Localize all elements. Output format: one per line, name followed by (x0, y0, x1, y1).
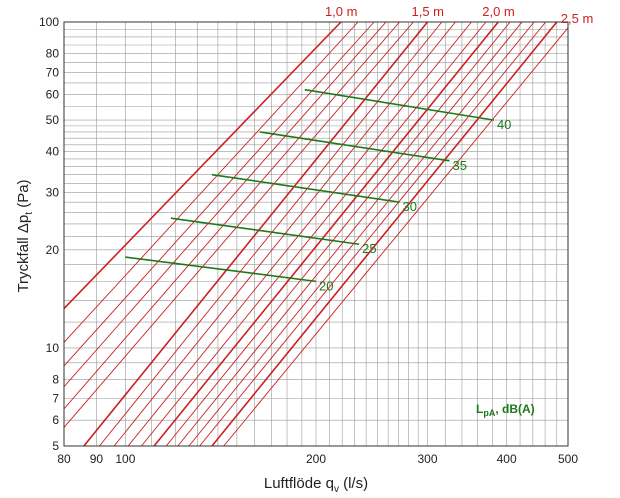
x-tick-label: 500 (558, 452, 578, 466)
duct-length-line-thin (63, 21, 359, 343)
duct-length-line-thin (223, 27, 569, 447)
duct-length-line-thin (63, 21, 387, 388)
duct-length-line-thin (188, 21, 535, 447)
duct-length-line-thin (199, 21, 547, 447)
duct-length-label: 2,0 m (482, 4, 515, 19)
duct-length-label: 2,5 m (561, 11, 594, 26)
duct-length-line-thin (177, 21, 523, 447)
y-tick-label: 8 (52, 372, 59, 386)
plot-frame (63, 21, 569, 447)
sound-level-line (259, 131, 450, 162)
duct-length-line-thin (141, 21, 487, 447)
y-tick-label: 7 (52, 391, 59, 405)
sound-level-line (125, 256, 317, 283)
sound-level-legend: LpA, dB(A) (476, 402, 535, 418)
sound-level-label: 35 (453, 158, 467, 173)
duct-length-line-thin (63, 21, 375, 367)
duct-length-line (211, 21, 558, 447)
y-tick-label: 100 (39, 15, 59, 29)
sound-level-label: 30 (403, 199, 417, 214)
y-tick-label: 80 (46, 47, 60, 61)
sound-level-label: 40 (497, 117, 511, 132)
y-tick-label: 6 (52, 413, 59, 427)
sound-level-line (211, 173, 400, 203)
x-axis-title: Luftflöde qv (l/s) (264, 475, 368, 495)
y-tick-label: 30 (46, 185, 60, 199)
x-tick-label: 200 (306, 452, 326, 466)
sound-level-line (304, 88, 495, 121)
x-tick-label: 300 (417, 452, 437, 466)
y-tick-label: 5 (52, 439, 59, 453)
x-tick-label: 100 (115, 452, 135, 466)
duct-length-label: 1,5 m (412, 4, 445, 19)
sound-level-label: 20 (319, 278, 333, 293)
sound-lines-red (63, 21, 569, 447)
y-tick-label: 60 (46, 87, 60, 101)
sound-level-label: 25 (362, 241, 376, 256)
x-tick-label: 400 (497, 452, 517, 466)
line-labels: 1,0 m 1,5 m 2,0 m 2,5 m 20 25 30 35 40 (319, 4, 593, 293)
y-tick-label: 20 (46, 243, 60, 257)
sound-level-line (170, 217, 360, 246)
y-tick-label: 40 (46, 145, 60, 159)
duct-length-line-thin (127, 21, 472, 447)
duct-length-line-thin (63, 21, 414, 428)
duct-length-line (153, 21, 499, 447)
duct-length-line (63, 21, 342, 310)
x-tick-label: 90 (90, 452, 104, 466)
y-tick-label: 50 (46, 113, 60, 127)
duct-length-line-thin (99, 21, 443, 447)
duct-length-label: 1,0 m (325, 4, 358, 19)
y-tick-label: 70 (46, 65, 60, 79)
sound-level-lines-green (125, 88, 495, 283)
y-tick-label: 10 (46, 341, 60, 355)
y-axis-title: Tryckfall Δpt (Pa) (15, 179, 35, 292)
tick-labels: 80 90 100 200 300 400 500 5 6 7 8 10 20 30 40 50 60 70 80 1… (39, 15, 578, 466)
duct-length-line-thin (165, 21, 511, 447)
duct-length-line (83, 21, 429, 447)
grid (63, 21, 569, 447)
x-tick-label: 80 (57, 452, 71, 466)
duct-length-line-thin (63, 21, 400, 410)
